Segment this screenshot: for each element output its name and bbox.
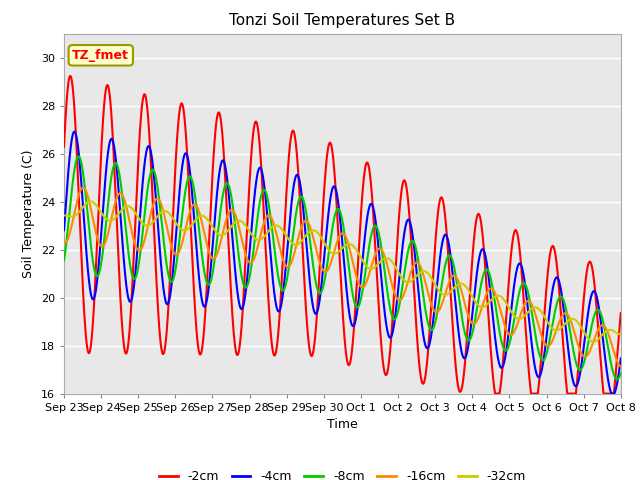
X-axis label: Time: Time (327, 418, 358, 431)
Legend: -2cm, -4cm, -8cm, -16cm, -32cm: -2cm, -4cm, -8cm, -16cm, -32cm (154, 465, 531, 480)
Title: Tonzi Soil Temperatures Set B: Tonzi Soil Temperatures Set B (229, 13, 456, 28)
Y-axis label: Soil Temperature (C): Soil Temperature (C) (22, 149, 35, 278)
Text: TZ_fmet: TZ_fmet (72, 49, 129, 62)
